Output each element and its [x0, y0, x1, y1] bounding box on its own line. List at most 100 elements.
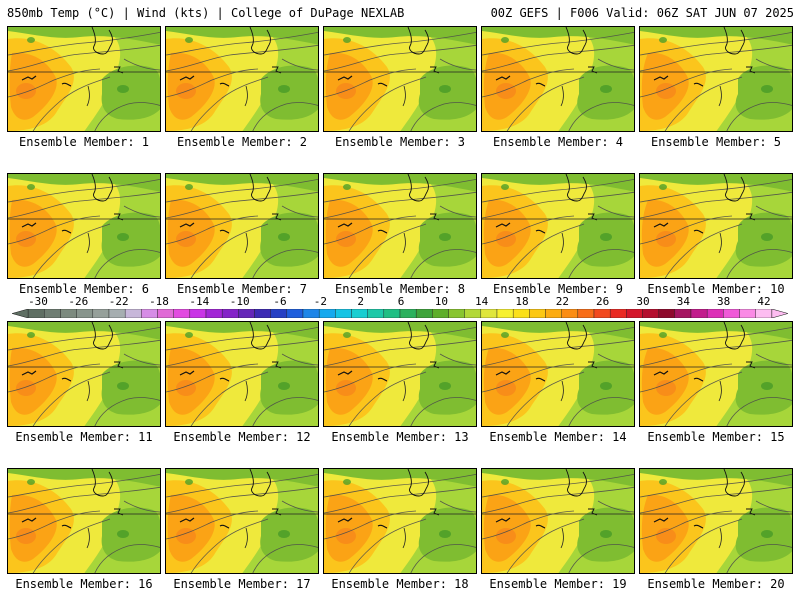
temperature-map [8, 174, 160, 278]
member-label: Ensemble Member: 16 [15, 577, 153, 591]
ensemble-member-panel: Ensemble Member: 1 [7, 26, 161, 158]
temperature-map [324, 174, 476, 278]
colorbar-tick-label: 34 [676, 295, 690, 308]
colorbar-tick-label: 18 [515, 295, 529, 308]
member-label: Ensemble Member: 15 [647, 430, 785, 444]
temperature-map [8, 322, 160, 426]
ensemble-member-panel: Ensemble Member: 15 [639, 321, 793, 453]
ensemble-member-panel: Ensemble Member: 14 [481, 321, 635, 453]
temperature-map [166, 322, 318, 426]
member-label: Ensemble Member: 7 [176, 282, 308, 296]
member-map [323, 26, 477, 132]
member-map [639, 321, 793, 427]
member-label: Ensemble Member: 4 [492, 135, 624, 149]
ensemble-member-panel: Ensemble Member: 3 [323, 26, 477, 158]
member-label: Ensemble Member: 12 [173, 430, 311, 444]
ensemble-member-panel: Ensemble Member: 19 [481, 468, 635, 600]
temperature-map [324, 27, 476, 131]
member-label: Ensemble Member: 20 [647, 577, 785, 591]
member-label: Ensemble Member: 14 [489, 430, 627, 444]
ensemble-member-panel: Ensemble Member: 4 [481, 26, 635, 158]
temperature-map [166, 469, 318, 573]
colorbar-scale [12, 309, 788, 318]
ensemble-member-panel: Ensemble Member: 10 [639, 173, 793, 305]
colorbar-tick-label: 30 [636, 295, 650, 308]
member-label: Ensemble Member: 17 [173, 577, 311, 591]
colorbar-tick-label: -30 [28, 295, 48, 308]
member-label: Ensemble Member: 5 [650, 135, 782, 149]
ensemble-member-panel: Ensemble Member: 8 [323, 173, 477, 305]
colorbar-tick-label: 2 [357, 295, 364, 308]
colorbar-tick-label: 38 [717, 295, 731, 308]
member-map [323, 468, 477, 574]
ensemble-member-panel: Ensemble Member: 2 [165, 26, 319, 158]
temperature-colorbar: -30 -26 -22 -18 -14 -10 -6 -2 2 6 10 14 18 22 26 30 34 38… [12, 296, 788, 320]
member-map [7, 26, 161, 132]
temperature-map [482, 27, 634, 131]
colorbar-tick-label: -26 [68, 295, 89, 308]
ensemble-member-panel: Ensemble Member: 17 [165, 468, 319, 600]
colorbar-tick-label: 22 [555, 295, 569, 308]
member-map [7, 321, 161, 427]
member-map [7, 468, 161, 574]
member-map [639, 173, 793, 279]
member-label: Ensemble Member: 6 [18, 282, 150, 296]
ensemble-member-panel: Ensemble Member: 7 [165, 173, 319, 305]
ensemble-member-panel: Ensemble Member: 6 [7, 173, 161, 305]
temperature-map [640, 322, 792, 426]
member-map [481, 468, 635, 574]
ensemble-member-panel: Ensemble Member: 13 [323, 321, 477, 453]
member-map [165, 468, 319, 574]
member-map [481, 26, 635, 132]
member-map [165, 321, 319, 427]
member-map [481, 321, 635, 427]
member-map [323, 321, 477, 427]
ensemble-member-panel: Ensemble Member: 5 [639, 26, 793, 158]
temperature-map [166, 27, 318, 131]
member-label: Ensemble Member: 18 [331, 577, 469, 591]
temperature-map [8, 469, 160, 573]
member-map [323, 173, 477, 279]
member-label: Ensemble Member: 13 [331, 430, 469, 444]
colorbar-tick-label: -2 [313, 295, 327, 308]
colorbar-tick-label: 14 [475, 295, 489, 308]
ensemble-member-panel: Ensemble Member: 12 [165, 321, 319, 453]
member-label: Ensemble Member: 11 [15, 430, 153, 444]
member-label: Ensemble Member: 2 [176, 135, 308, 149]
colorbar-tick-label: -10 [229, 295, 250, 308]
member-map [639, 468, 793, 574]
member-label: Ensemble Member: 9 [492, 282, 624, 296]
colorbar-tick-label: -18 [149, 295, 169, 308]
temperature-map [8, 27, 160, 131]
temperature-map [640, 469, 792, 573]
member-map [165, 26, 319, 132]
colorbar-tick-label: 6 [397, 295, 405, 308]
ensemble-member-panel: Ensemble Member: 11 [7, 321, 161, 453]
colorbar-tick-label: -22 [108, 295, 129, 308]
temperature-map [324, 469, 476, 573]
member-label: Ensemble Member: 10 [647, 282, 785, 296]
ensemble-member-panel: Ensemble Member: 16 [7, 468, 161, 600]
colorbar-tick-label: 26 [596, 295, 610, 308]
ensemble-member-panel: Ensemble Member: 18 [323, 468, 477, 600]
temperature-map [166, 174, 318, 278]
member-map [481, 173, 635, 279]
chart-title-left: 850mb Temp (°C) | Wind (kts) | College o… [7, 6, 405, 20]
temperature-map [482, 174, 634, 278]
colorbar-tick-label: 42 [757, 295, 771, 308]
temperature-map [482, 469, 634, 573]
ensemble-member-panel: Ensemble Member: 9 [481, 173, 635, 305]
temperature-map [324, 322, 476, 426]
temperature-map [482, 322, 634, 426]
ensemble-member-panel: Ensemble Member: 20 [639, 468, 793, 600]
member-map [165, 173, 319, 279]
colorbar-tick-label: 10 [434, 295, 448, 308]
member-label: Ensemble Member: 3 [334, 135, 466, 149]
member-label: Ensemble Member: 1 [18, 135, 150, 149]
colorbar-tick-label: -14 [189, 295, 210, 308]
colorbar-tick-label: -6 [273, 295, 287, 308]
member-map [7, 173, 161, 279]
temperature-map [640, 27, 792, 131]
chart-title-right: 00Z GEFS | F006 Valid: 06Z SAT JUN 07 20… [490, 6, 794, 20]
member-label: Ensemble Member: 19 [489, 577, 627, 591]
